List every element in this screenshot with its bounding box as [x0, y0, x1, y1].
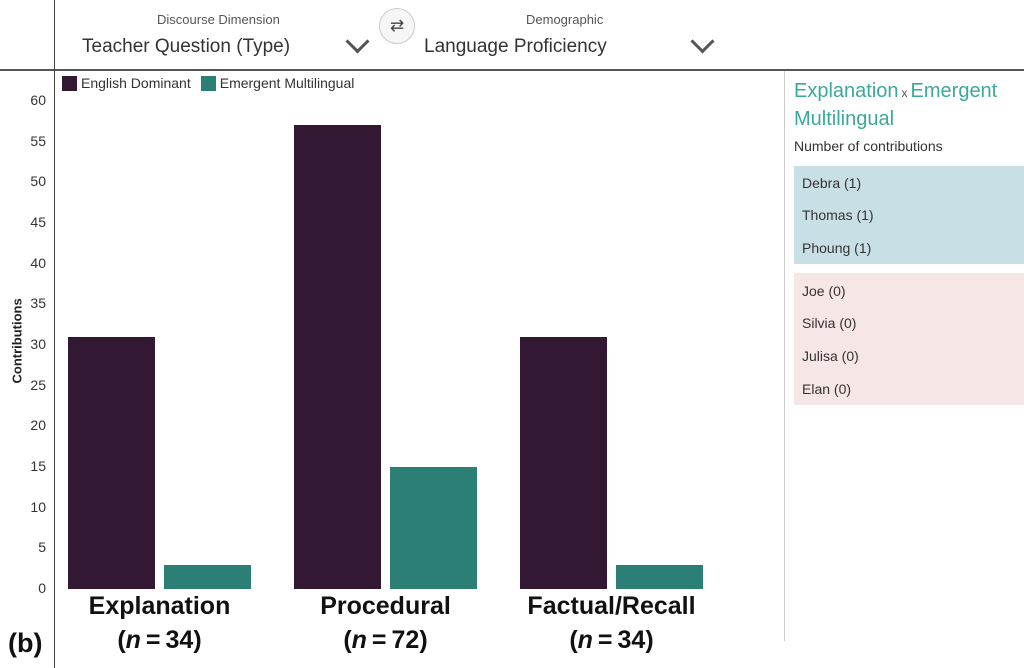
y-tick-label: 35 — [30, 295, 46, 312]
panel-label: (b) — [8, 628, 43, 658]
demographic-dropdown[interactable]: Language Proficiency — [424, 36, 607, 57]
non-contributor-item[interactable]: Elan (0) — [802, 381, 852, 397]
detail-title: Explanation x Emergent Multilingual — [794, 78, 1022, 132]
y-tick-label: 50 — [30, 173, 46, 190]
non-contributors-group — [794, 273, 1024, 405]
y-tick-label: 45 — [30, 214, 46, 230]
contributor-item[interactable]: Debra (1) — [802, 175, 862, 191]
y-tick-label: 5 — [38, 539, 46, 556]
legend-label: English Dominant — [81, 75, 191, 91]
y-tick-label: 40 — [30, 254, 46, 271]
bar-procedural-english-dominant[interactable] — [294, 125, 381, 589]
y-tick-label: 20 — [30, 417, 46, 434]
detail-subtitle: Number of contributions — [794, 138, 943, 154]
legend-swatch-english-dominant — [62, 75, 77, 91]
chart-legend: English Dominant Emergent Multilingual — [62, 74, 364, 92]
x-category-label: Explanation — [88, 592, 231, 620]
legend-label: Emergent Multilingual — [219, 75, 355, 91]
x-category-n-label: (n = 34) — [569, 626, 654, 654]
legend-swatch-emergent-multilingual — [200, 75, 216, 91]
non-contributor-item[interactable]: Silvia (0) — [802, 315, 857, 331]
contributors-group — [794, 166, 1024, 264]
left-divider — [54, 0, 55, 668]
demographic-caption: Demographic — [526, 12, 604, 27]
y-tick-label: 60 — [30, 92, 46, 108]
toolbar: Discourse Dimension Teacher Question (Ty… — [0, 0, 1024, 70]
swap-icon[interactable]: ⇄ — [379, 8, 415, 44]
side-divider — [784, 71, 785, 641]
non-contributor-item[interactable]: Joe (0) — [802, 283, 846, 299]
legend-item-emergent-multilingual[interactable]: Emergent Multilingual — [200, 75, 355, 91]
x-category-label: Factual/Recall — [527, 592, 696, 620]
bar-factual-recall-english-dominant[interactable] — [520, 336, 607, 589]
bar-explanation-emergent-multilingual[interactable] — [164, 564, 251, 589]
y-tick-label: 0 — [38, 580, 46, 596]
dimension-dropdown[interactable]: Teacher Question (Type) — [82, 36, 291, 57]
category-n-value: 34 — [617, 626, 646, 654]
x-category-n-label: (n = 34) — [117, 626, 202, 654]
bar-procedural-emergent-multilingual[interactable] — [390, 467, 477, 589]
bar-explanation-english-dominant[interactable] — [68, 336, 155, 589]
contributor-item[interactable]: Phoung (1) — [802, 240, 872, 256]
legend-item-english-dominant[interactable]: English Dominant — [62, 75, 191, 91]
non-contributor-item[interactable]: Julisa (0) — [802, 348, 859, 364]
detail-title-category: Explanation — [794, 80, 899, 102]
y-tick-label: 30 — [30, 336, 46, 352]
x-category-label: Procedural — [320, 592, 451, 620]
bar-factual-recall-emergent-multilingual[interactable] — [616, 564, 703, 589]
contributor-item[interactable]: Thomas (1) — [802, 207, 874, 223]
header-divider — [0, 69, 1024, 71]
detail-title-group: Emergent Multilingual — [794, 80, 998, 130]
y-tick-label: 55 — [30, 132, 46, 149]
x-category-n-label: (n = 72) — [343, 626, 428, 654]
chevron-down-icon[interactable] — [690, 29, 715, 54]
y-tick-label: 15 — [30, 458, 46, 474]
y-tick-label: 25 — [30, 376, 46, 393]
detail-title-separator: x — [901, 86, 908, 100]
category-n-value: 34 — [165, 626, 194, 654]
y-tick-label: 10 — [30, 498, 46, 515]
dimension-caption: Discourse Dimension — [157, 12, 280, 27]
chevron-down-icon[interactable] — [345, 29, 370, 54]
category-n-value: 72 — [391, 626, 420, 654]
